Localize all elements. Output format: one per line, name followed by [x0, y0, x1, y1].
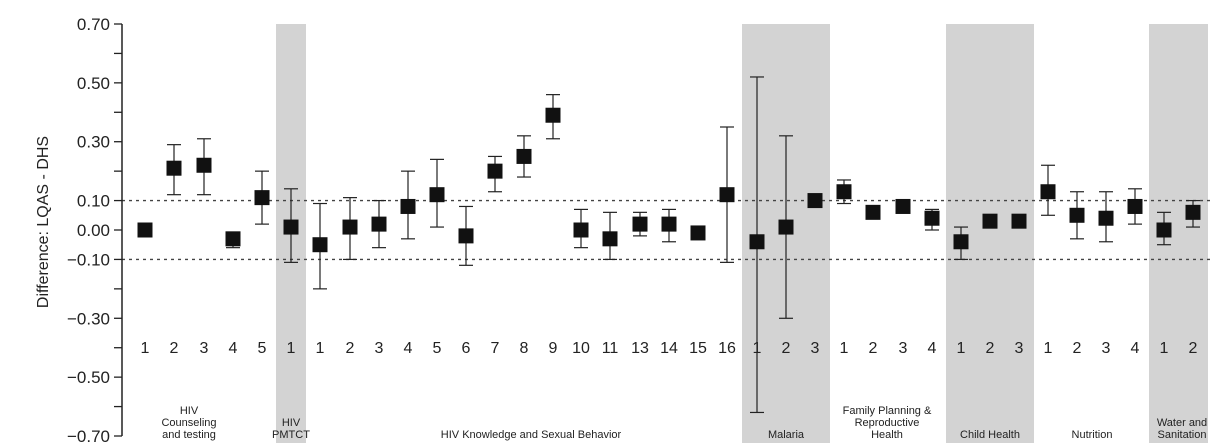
indicator-label: 2 [782, 340, 791, 357]
y-axis: 0.70 0.50 0.30 0.10 0.00 −0.10 −0.30 −0.50 −0.70 [67, 15, 123, 443]
indicator-label: 5 [433, 340, 442, 357]
data-point [1156, 222, 1172, 238]
indicator-label: 2 [170, 340, 179, 357]
indicator-label: 7 [491, 340, 500, 357]
data-point [1040, 184, 1056, 200]
data-point [254, 190, 270, 206]
data-point [166, 160, 182, 176]
data-point [690, 225, 706, 241]
data-point [1011, 213, 1027, 229]
indicator-label: 11 [602, 340, 619, 357]
indicator-label: 6 [462, 340, 471, 357]
indicator-label: 1 [141, 340, 150, 357]
group-label: HIV PMTCT [272, 417, 310, 441]
data-point [719, 187, 735, 203]
indicator-label: 4 [229, 340, 238, 357]
data-point [632, 216, 648, 232]
data-point [1185, 204, 1201, 220]
data-point [137, 222, 153, 238]
group-label: Child Health [960, 429, 1020, 441]
y-tick-label: 0.30 [77, 133, 110, 152]
group-label: Malaria [768, 429, 805, 441]
data-point [865, 204, 881, 220]
indicator-label: 16 [718, 340, 736, 357]
indicator-label: 2 [346, 340, 355, 357]
data-point [196, 157, 212, 173]
indicator-label: 10 [572, 340, 590, 357]
data-point [982, 213, 998, 229]
indicator-label: 8 [520, 340, 529, 357]
data-point [458, 228, 474, 244]
indicator-label: 4 [1131, 340, 1140, 357]
indicator-label: 15 [689, 340, 707, 357]
data-point [342, 219, 358, 235]
indicator-label: 2 [986, 340, 995, 357]
indicator-label: 13 [631, 340, 649, 357]
group-shades [276, 24, 1208, 443]
indicator-label: 2 [1073, 340, 1082, 357]
y-tick-label: 0.50 [77, 74, 110, 93]
y-tick-label: −0.30 [67, 309, 110, 328]
indicator-label: 1 [753, 340, 762, 357]
data-point [749, 234, 765, 250]
data-point [487, 163, 503, 179]
group-label: Water and Sanitation [1157, 417, 1207, 441]
data-point [953, 234, 969, 250]
indicator-label: 14 [660, 340, 678, 357]
indicator-label: 5 [258, 340, 267, 357]
y-tick-label: 0.70 [77, 15, 110, 34]
indicator-label: 3 [1102, 340, 1111, 357]
y-tick-label: −0.50 [67, 368, 110, 387]
indicator-label: 2 [869, 340, 878, 357]
group-label: HIV Counseling and testing [161, 405, 216, 441]
data-point [836, 184, 852, 200]
data-point [602, 231, 618, 247]
data-point [895, 198, 911, 214]
indicator-label: 3 [375, 340, 384, 357]
data-point [778, 219, 794, 235]
indicator-label: 3 [811, 340, 820, 357]
y-tick-label: −0.70 [67, 427, 110, 443]
data-point [400, 198, 416, 214]
indicator-label: 9 [549, 340, 558, 357]
data-point [924, 210, 940, 226]
group-shade [946, 24, 1034, 443]
data-point [807, 193, 823, 209]
group-label: HIV Knowledge and Sexual Behavior [441, 429, 622, 441]
data-point [573, 222, 589, 238]
indicator-label: 1 [1160, 340, 1169, 357]
category-labels: HIV Counseling and testing 1 2 3 4 5 HIV PMTCT 1 HI… [141, 340, 1208, 441]
data-point [225, 231, 241, 247]
group-label: Nutrition [1072, 429, 1113, 441]
y-tick-label: −0.10 [67, 250, 110, 269]
indicator-label: 1 [316, 340, 325, 357]
indicator-label: 3 [899, 340, 908, 357]
data-point [1098, 210, 1114, 226]
data-point [283, 219, 299, 235]
data-point [371, 216, 387, 232]
indicator-label: 2 [1189, 340, 1198, 357]
indicator-label: 3 [1015, 340, 1024, 357]
indicator-label: 1 [287, 340, 296, 357]
indicator-label: 1 [840, 340, 849, 357]
data-point [545, 107, 561, 123]
data-point [312, 237, 328, 253]
indicator-label: 1 [957, 340, 966, 357]
y-tick-label: 0.00 [77, 221, 110, 240]
indicator-label: 3 [200, 340, 209, 357]
data-point [429, 187, 445, 203]
data-marks [137, 76, 1201, 414]
data-point [1127, 198, 1143, 214]
indicator-label: 4 [928, 340, 937, 357]
data-point [661, 216, 677, 232]
y-tick-label: 0.10 [77, 192, 110, 211]
indicator-label: 4 [404, 340, 413, 357]
data-point [1069, 207, 1085, 223]
indicator-label: 1 [1044, 340, 1053, 357]
data-point [516, 148, 532, 164]
y-axis-title: Difference: LQAS - DHS [35, 136, 52, 308]
group-label: Family Planning & Reproductive Health [843, 405, 932, 441]
